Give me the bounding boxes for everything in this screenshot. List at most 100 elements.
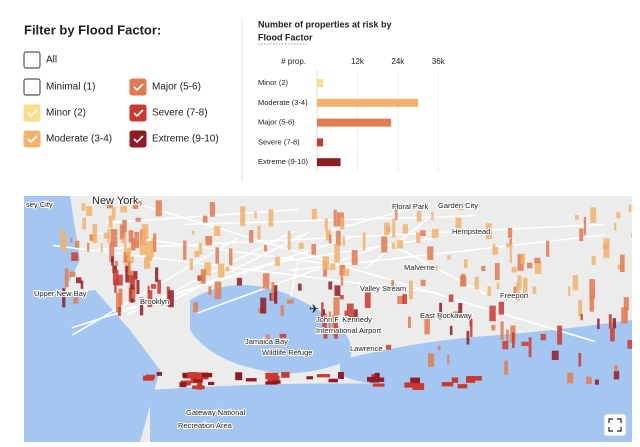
map-label: John F. Kennedy (316, 315, 372, 324)
category-label: Moderate (3-4) (258, 98, 308, 107)
flood-area (420, 230, 426, 237)
flood-area (271, 282, 275, 302)
flood-area (73, 297, 79, 304)
flood-area (198, 242, 203, 255)
flood-area (92, 223, 98, 244)
flood-area (86, 206, 93, 216)
flood-area (567, 372, 574, 384)
flood-area (335, 230, 341, 247)
flood-area (71, 252, 79, 261)
flood-area (459, 275, 467, 287)
filter-option[interactable]: Minimal (1) (23, 78, 95, 96)
flood-area (249, 229, 254, 243)
flood-area (339, 294, 344, 300)
flood-area (197, 275, 204, 281)
flood-area (147, 285, 150, 293)
flood-area (346, 303, 354, 322)
flood-area (80, 280, 84, 289)
filter-option[interactable]: All (23, 51, 57, 69)
flood-area (391, 280, 395, 288)
flood-area (504, 360, 508, 375)
filter-option[interactable]: Severe (7-8) (129, 104, 208, 122)
filter-option[interactable]: Moderate (3-4) (23, 130, 112, 148)
flood-area (236, 277, 243, 286)
option-label: Minimal (1) (46, 82, 95, 93)
flood-area (351, 249, 358, 265)
flood-area (339, 264, 346, 276)
flood-area (265, 372, 279, 380)
flood-area (217, 263, 225, 278)
flood-area (145, 241, 153, 261)
flood-area (523, 277, 528, 297)
flood-area (574, 215, 579, 220)
flood-area (191, 230, 195, 235)
flood-area (420, 279, 426, 287)
flood-area (166, 286, 170, 306)
water (24, 196, 80, 320)
flood-area (452, 311, 460, 318)
flood-area (156, 372, 163, 376)
map-label: East Rockaway (420, 311, 472, 320)
road (71, 256, 294, 329)
flood-area (328, 234, 332, 244)
road (52, 244, 439, 294)
flood-area (364, 292, 371, 309)
road (184, 215, 476, 226)
flood-area (627, 339, 632, 349)
flood-area (229, 248, 233, 266)
flood-area (392, 218, 396, 238)
flood-area (338, 372, 344, 379)
checkbox (23, 130, 41, 148)
flood-area (201, 372, 213, 378)
filter-option[interactable]: Minor (2) (23, 104, 86, 122)
flood-area (507, 227, 513, 238)
filter-option[interactable]: Extreme (9-10) (129, 130, 219, 148)
flood-area (439, 302, 443, 320)
chart-title: Number of properties at risk by (258, 19, 392, 29)
flood-area (597, 318, 600, 330)
flood-area (110, 229, 118, 248)
flood-area (124, 254, 129, 272)
flood-area (624, 311, 628, 324)
flood-area (147, 290, 153, 308)
fullscreen-button[interactable] (603, 413, 627, 437)
flood-area (324, 218, 328, 231)
flood-area (409, 280, 413, 300)
flood-area (506, 329, 509, 342)
option-label: All (46, 55, 57, 66)
flood-area (322, 309, 325, 323)
flood-area (481, 266, 486, 272)
water (190, 285, 352, 374)
flood-area (428, 353, 435, 367)
flood-area (265, 381, 278, 385)
flood-area (427, 246, 434, 260)
flood-area (391, 242, 396, 249)
flood-area (407, 316, 411, 328)
flood-area (498, 301, 505, 315)
flood-area (631, 232, 632, 238)
flood-area (143, 375, 155, 381)
flood-area (245, 378, 257, 382)
category-label: Minor (2) (258, 78, 289, 87)
flood-area (179, 382, 187, 388)
map-label: Upper New Bay (34, 289, 87, 298)
flood-area (89, 234, 95, 241)
map[interactable]: sey City New York Upper New Bay Brooklyn Flo… (24, 195, 638, 442)
flood-area (120, 206, 128, 213)
bar (317, 158, 341, 167)
flood-area (455, 217, 462, 229)
flood-area (515, 282, 520, 302)
flood-area (109, 242, 115, 263)
flood-area (344, 310, 348, 316)
flood-area (108, 215, 113, 228)
flood-area (205, 236, 213, 246)
filter-option[interactable]: Major (5-6) (129, 78, 201, 96)
flood-area (527, 262, 533, 269)
flood-area (111, 207, 116, 220)
flood-area (334, 243, 340, 263)
flood-area (619, 254, 625, 273)
checkmark (133, 109, 144, 118)
flood-area (447, 255, 451, 260)
flood-area (69, 271, 76, 277)
